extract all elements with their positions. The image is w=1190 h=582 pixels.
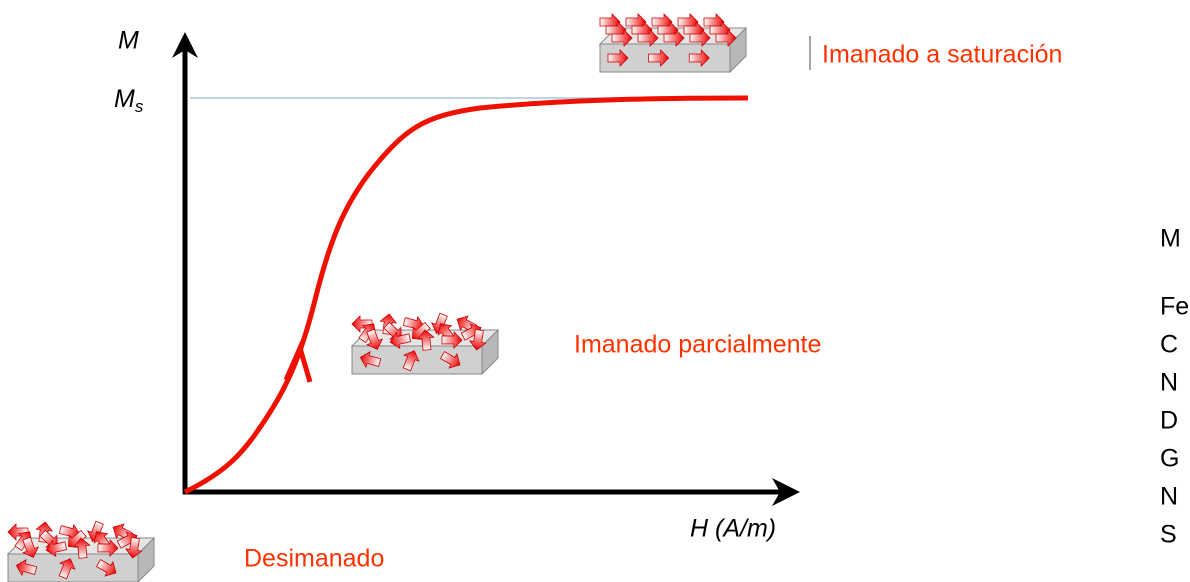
curve-arrow — [286, 348, 310, 382]
saturation-symbol: M — [114, 85, 135, 113]
side-text-line: N — [1160, 369, 1178, 397]
diagram: M Ms H (A/m) Imanado a saturación Imanad… — [0, 0, 1190, 582]
domain-block — [352, 312, 498, 374]
demagnetized-label: Desimanado — [244, 545, 384, 573]
side-text-line: M — [1160, 225, 1181, 253]
saturation-subscript: s — [135, 97, 144, 116]
saturation-label: Ms — [114, 85, 144, 117]
side-text-line: G — [1160, 445, 1179, 473]
domain-block — [8, 520, 154, 582]
x-axis-label: H (A/m) — [690, 515, 776, 543]
y-axis-label: M — [118, 27, 139, 55]
side-text-line: S — [1160, 521, 1177, 549]
saturated-label: Imanado a saturación — [822, 41, 1062, 69]
domain-block — [600, 14, 746, 72]
side-text-line: N — [1160, 483, 1178, 511]
magnetization-curve — [185, 98, 748, 492]
partial-label: Imanado parcialmente — [574, 331, 821, 359]
side-text-line: C — [1160, 331, 1178, 359]
side-text-line: D — [1160, 407, 1178, 435]
side-text-line: Fe — [1160, 293, 1189, 321]
